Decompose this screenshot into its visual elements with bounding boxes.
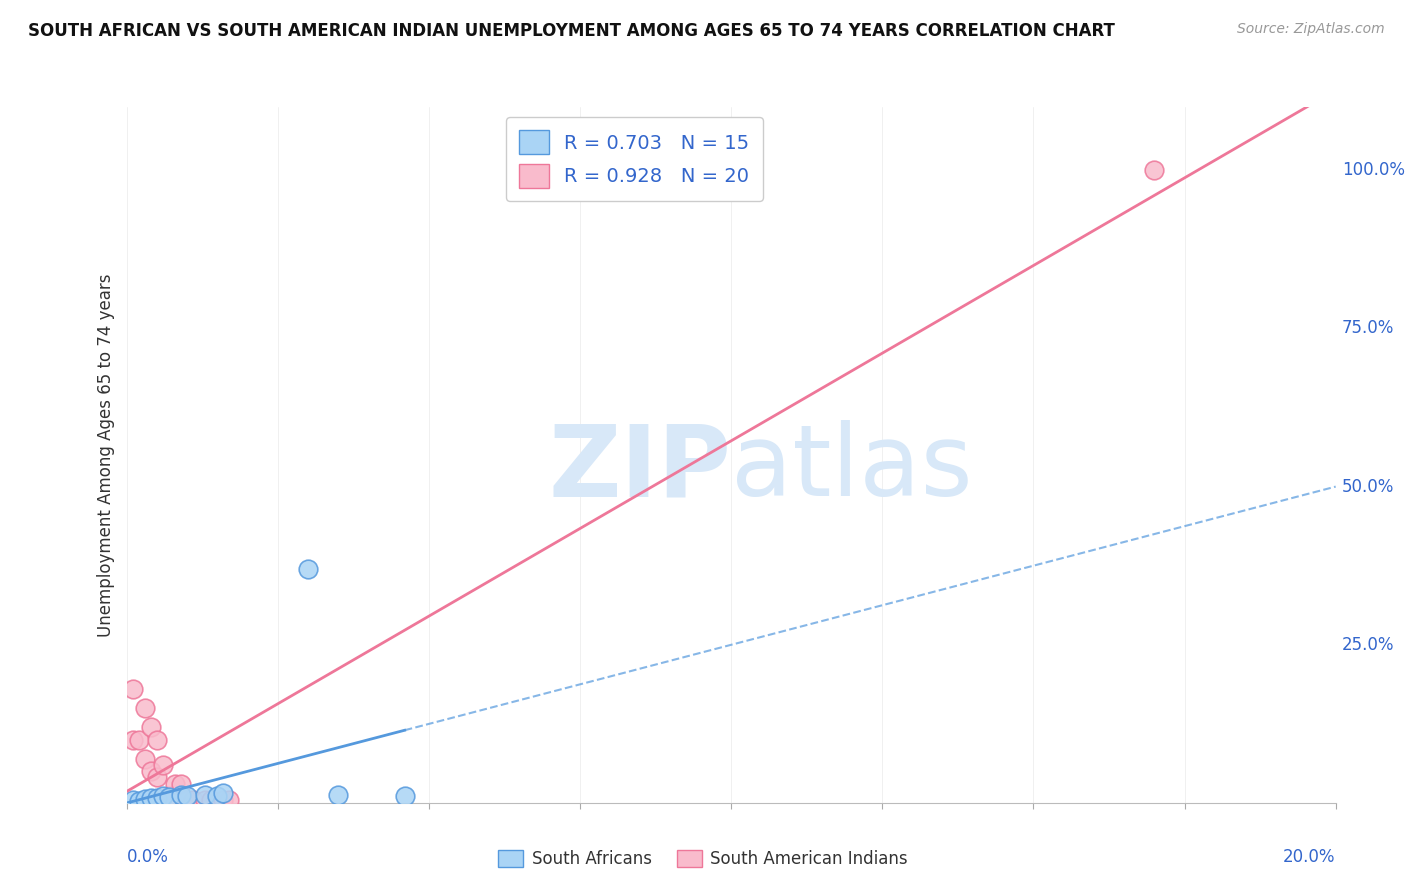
Point [121, 792, 143, 806]
Point [128, 732, 150, 747]
Point [176, 792, 198, 806]
Point [146, 791, 169, 805]
Point [297, 562, 319, 576]
Text: 100.0%: 100.0% [1341, 161, 1405, 179]
Text: Source: ZipAtlas.com: Source: ZipAtlas.com [1237, 22, 1385, 37]
Text: 25.0%: 25.0% [1341, 636, 1395, 654]
Point [194, 792, 217, 806]
Point [194, 788, 217, 802]
Point [170, 788, 193, 802]
Point [152, 757, 174, 772]
Point [134, 701, 156, 715]
Point [205, 789, 228, 804]
Point [134, 792, 156, 806]
Point [146, 771, 169, 785]
Point [146, 732, 169, 747]
Text: atlas: atlas [731, 420, 973, 517]
Text: SOUTH AFRICAN VS SOUTH AMERICAN INDIAN UNEMPLOYMENT AMONG AGES 65 TO 74 YEARS CO: SOUTH AFRICAN VS SOUTH AMERICAN INDIAN U… [28, 22, 1115, 40]
Text: 75.0%: 75.0% [1341, 319, 1395, 337]
Point [157, 790, 180, 805]
Point [121, 681, 143, 696]
Point [134, 751, 156, 765]
Point [128, 794, 150, 808]
Point [212, 786, 235, 800]
Point [181, 792, 204, 806]
Text: 50.0%: 50.0% [1341, 477, 1395, 496]
Point [326, 788, 350, 802]
Point [163, 777, 186, 791]
Legend: R = 0.703   N = 15, R = 0.928   N = 20: R = 0.703 N = 15, R = 0.928 N = 20 [506, 117, 763, 202]
Point [139, 790, 162, 805]
Text: 0.0%: 0.0% [127, 848, 169, 866]
Point [157, 789, 180, 804]
Point [176, 789, 198, 804]
Point [394, 789, 416, 804]
Point [139, 764, 162, 779]
Y-axis label: Unemployment Among Ages 65 to 74 years: Unemployment Among Ages 65 to 74 years [97, 273, 115, 637]
Point [121, 732, 143, 747]
Point [139, 720, 162, 734]
Point [1143, 163, 1166, 178]
Text: 20.0%: 20.0% [1284, 848, 1336, 866]
Text: ZIP: ZIP [548, 420, 731, 517]
Point [212, 792, 235, 806]
Legend: South Africans, South American Indians: South Africans, South American Indians [492, 843, 914, 875]
Point [170, 777, 193, 791]
Point [200, 792, 222, 806]
Point [218, 792, 240, 806]
Point [152, 789, 174, 804]
